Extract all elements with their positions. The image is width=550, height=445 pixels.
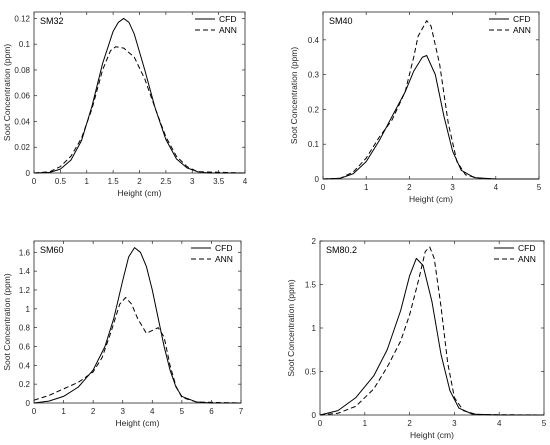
legend-label-cfd: CFD [513, 14, 530, 24]
y-tick-label: 1.6 [19, 248, 31, 257]
x-tick-label: 0 [318, 419, 323, 428]
x-tick-label: 2 [91, 407, 96, 416]
y-tick-label: 0.2 [308, 105, 320, 114]
legend-label-ann: ANN [219, 25, 237, 35]
x-tick-label: 2.5 [160, 177, 172, 186]
x-axis-label: Height (cm) [410, 430, 454, 440]
x-tick-label: 0 [32, 177, 37, 186]
series-line-ann [33, 46, 246, 174]
x-tick-label: 3 [450, 183, 455, 192]
chart-panel-4: 0 1 2 3 4 5 0 0.5 1 1.5 2 Height (cm) Soot Concentra… [286, 237, 547, 440]
x-tick-label: 0.5 [55, 177, 67, 186]
series-line-cfd [322, 54, 539, 180]
x-tick-label: 2 [137, 177, 142, 186]
y-tick-label: 0.6 [19, 342, 31, 351]
y-tick-label: 0.5 [305, 368, 317, 377]
y-tick-label: 1.2 [19, 286, 31, 295]
y-tick-label: 0.04 [14, 117, 30, 126]
y-tick-label: 0.8 [19, 324, 31, 333]
y-tick-label: 0.02 [14, 143, 30, 152]
y-tick-label: 0.4 [19, 361, 31, 370]
panel-title: SM40 [329, 16, 353, 26]
panel-title: SM60 [40, 245, 64, 255]
x-tick-label: 6 [209, 407, 214, 416]
x-tick-label: 0 [321, 183, 326, 192]
y-tick-label: 0.06 [14, 92, 30, 101]
x-tick-label: 1.5 [108, 177, 120, 186]
panel-title: SM32 [40, 16, 64, 26]
x-tick-label: 3 [190, 177, 195, 186]
chart-panel-3: 0 1 2 3 4 5 6 7 0 0.2 0.4 0.6 0.8 1 1.2 1.4 1.6 Height (c… [2, 240, 244, 428]
x-tick-label: 4 [497, 419, 502, 428]
y-tick-label: 0.08 [14, 66, 30, 75]
x-tick-label: 4 [150, 407, 155, 416]
legend-label-ann: ANN [513, 25, 531, 35]
y-axis-label: Soot Concentration (ppm) [2, 273, 12, 370]
chart-panel-2: 0 1 2 3 4 5 0 0.1 0.2 0.3 0.4 Height (cm) Soot Conce… [289, 11, 542, 204]
y-tick-label: 1.4 [19, 267, 31, 276]
x-tick-label: 1 [85, 177, 90, 186]
y-tick-label: 1 [312, 324, 317, 333]
series-line-ann [319, 246, 545, 416]
x-tick-label: 3 [452, 419, 457, 428]
legend-label-cfd: CFD [219, 14, 236, 24]
x-tick-label: 1 [61, 407, 66, 416]
series-line-ann [322, 20, 539, 180]
y-tick-label: 0.3 [308, 71, 320, 80]
x-tick-label: 4 [243, 177, 248, 186]
legend-label-ann: ANN [215, 254, 233, 264]
x-tick-label: 3 [120, 407, 125, 416]
y-tick-label: 0.2 [19, 380, 31, 389]
legend-label-ann: ANN [518, 254, 536, 264]
x-tick-label: 3.5 [213, 177, 225, 186]
y-tick-label: 0.12 [14, 14, 30, 23]
y-tick-label: 0 [312, 411, 317, 420]
x-tick-label: 5 [537, 183, 542, 192]
y-tick-label: 2 [312, 237, 317, 246]
x-tick-label: 2 [407, 183, 412, 192]
plot-frame [319, 240, 545, 416]
series-line-cfd [319, 257, 544, 416]
x-tick-label: 1 [363, 419, 368, 428]
series-line-cfd [33, 17, 245, 174]
legend-label-cfd: CFD [215, 243, 232, 253]
chart-panel-1: 0 0.5 1 1.5 2 2.5 3 3.5 4 0 0.02 0.04 0.06 0.08 0.1 0.1… [2, 11, 248, 198]
x-tick-label: 4 [494, 183, 499, 192]
x-axis-label: Height (cm) [118, 188, 162, 198]
x-tick-label: 7 [239, 407, 244, 416]
y-axis-label: Soot Concentration (ppm) [2, 44, 12, 141]
x-tick-label: 0 [32, 407, 37, 416]
x-axis-label: Height (cm) [409, 194, 453, 204]
x-axis-label: Height (cm) [116, 418, 160, 428]
y-axis-label: Soot Concentration (ppm) [286, 279, 296, 376]
y-tick-label: 1 [26, 305, 31, 314]
series-line-cfd [33, 247, 241, 404]
y-tick-label: 0.1 [19, 40, 31, 49]
x-tick-label: 5 [180, 407, 185, 416]
y-tick-label: 0 [26, 399, 31, 408]
x-tick-label: 5 [542, 419, 547, 428]
x-tick-label: 2 [407, 419, 412, 428]
y-tick-label: 1.5 [305, 281, 317, 290]
y-tick-label: 0.1 [308, 140, 320, 149]
plot-frame [33, 11, 246, 174]
y-axis-label: Soot Concentration (ppm) [289, 47, 299, 144]
plot-frame [33, 240, 242, 404]
x-tick-label: 1 [364, 183, 369, 192]
plot-frame [322, 11, 540, 180]
legend-label-cfd: CFD [518, 243, 535, 253]
y-tick-label: 0.4 [308, 36, 320, 45]
panel-title: SM80.2 [326, 245, 357, 255]
y-tick-label: 0 [315, 175, 320, 184]
series-line-ann [33, 297, 242, 404]
y-tick-label: 0 [26, 169, 31, 178]
